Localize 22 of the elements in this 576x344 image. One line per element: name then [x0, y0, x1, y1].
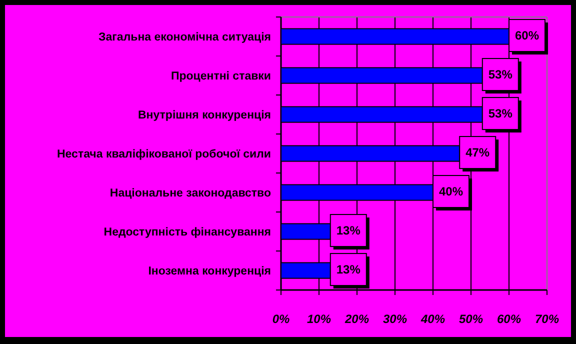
data-label: 53%	[488, 106, 513, 121]
x-tick-label: 0%	[272, 312, 290, 326]
x-tick-label: 20%	[344, 312, 370, 326]
x-tick-label: 70%	[534, 312, 560, 326]
y-tick-label: Національне законодавство	[110, 188, 271, 200]
y-tick-label: Загальна економічна ситуація	[98, 32, 271, 44]
x-tick-label: 40%	[420, 312, 446, 326]
data-label: 47%	[466, 146, 490, 160]
y-tick-label: Іноземна конкуренція	[148, 266, 271, 278]
y-tick-label: Внутрішня конкуренція	[138, 110, 271, 122]
data-label: 13%	[336, 262, 361, 277]
data-label: 13%	[336, 224, 361, 238]
x-tick-label: 30%	[382, 312, 408, 326]
x-tick-label: 10%	[306, 312, 332, 326]
y-tick-label: Недоступність фінансування	[104, 226, 271, 239]
y-tick-label: Процентні ставки	[170, 70, 271, 83]
x-tick-label: 50%	[458, 312, 484, 326]
data-label: 40%	[438, 184, 464, 199]
x-tick-label: 60%	[496, 312, 522, 326]
y-tick-label: Нестача кваліфікованої робочої сили	[57, 148, 271, 161]
data-label: 53%	[488, 68, 513, 82]
data-label: 60%	[514, 28, 540, 43]
